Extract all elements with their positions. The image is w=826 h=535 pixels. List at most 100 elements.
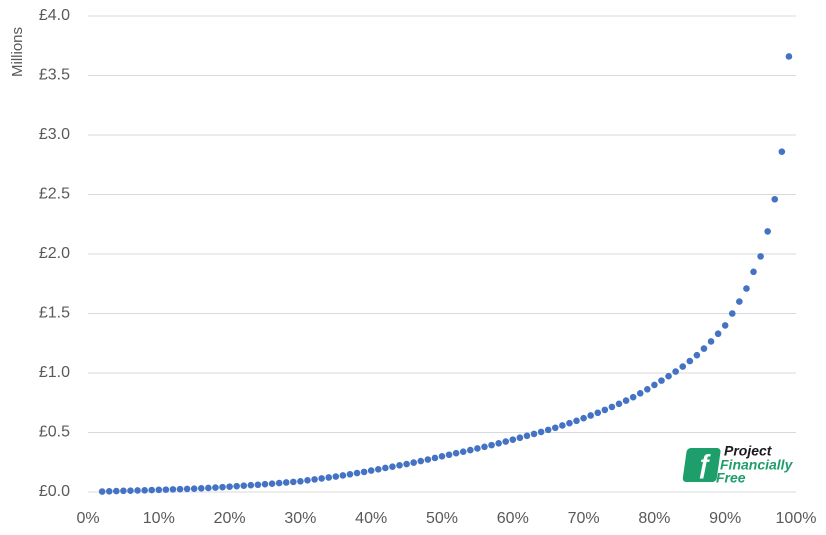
point: [608, 403, 616, 411]
point: [551, 424, 559, 432]
point: [566, 419, 573, 427]
point: [290, 478, 297, 486]
point: [615, 400, 623, 408]
point: [459, 448, 467, 455]
point: [127, 487, 134, 494]
y-tick-label: £4.0: [39, 7, 70, 24]
point: [523, 432, 531, 440]
point: [105, 487, 113, 495]
y-tick-label: £0.0: [39, 483, 70, 500]
logo-text: Project: [724, 443, 773, 459]
point: [594, 409, 602, 417]
point: [98, 488, 106, 495]
point: [509, 436, 517, 443]
point: [438, 453, 446, 460]
point: [488, 441, 495, 449]
point: [155, 486, 163, 494]
point: [686, 357, 694, 365]
x-tick-label: 60%: [497, 510, 529, 527]
point: [644, 386, 651, 393]
x-tick-label: 80%: [638, 510, 670, 527]
point: [629, 393, 637, 401]
point: [240, 482, 248, 489]
point: [665, 372, 672, 380]
x-tick-label: 50%: [426, 510, 458, 527]
point: [736, 298, 743, 305]
point: [374, 465, 382, 473]
point: [785, 53, 793, 60]
point: [714, 330, 722, 338]
point: [205, 484, 212, 492]
point: [212, 484, 219, 491]
point: [750, 268, 757, 276]
point: [268, 480, 276, 487]
point: [481, 443, 488, 451]
x-tick-label: 90%: [709, 510, 741, 527]
point: [169, 486, 177, 493]
point: [197, 485, 205, 492]
point: [693, 351, 701, 359]
point: [346, 470, 354, 478]
point: [672, 368, 679, 375]
point: [325, 474, 333, 481]
point: [403, 460, 410, 468]
point: [332, 473, 340, 480]
y-tick-label: £3.5: [39, 67, 70, 84]
y-tick-label: £2.0: [39, 245, 70, 262]
point: [424, 456, 432, 463]
point: [410, 459, 417, 466]
x-tick-label: 20%: [214, 510, 246, 527]
point: [176, 485, 184, 493]
x-tick-label: 40%: [355, 510, 387, 527]
point: [190, 485, 198, 492]
point: [389, 463, 396, 470]
point: [134, 487, 141, 494]
logo: ƒ Project Financially Free: [682, 443, 794, 486]
y-tick-label: £0.5: [39, 424, 70, 441]
point: [587, 412, 594, 419]
y-axis-label: Millions: [9, 27, 26, 77]
point: [537, 428, 545, 436]
logo-text: Financially: [720, 457, 794, 473]
point: [261, 480, 269, 488]
point: [396, 462, 403, 469]
point: [452, 449, 460, 457]
y-tick-label: £1.0: [39, 364, 70, 381]
point: [707, 338, 715, 345]
point: [495, 440, 502, 447]
y-tick-label: £1.5: [39, 305, 70, 322]
point: [183, 485, 191, 493]
point: [367, 467, 375, 474]
point: [120, 487, 127, 495]
point: [275, 479, 283, 487]
point: [651, 381, 658, 389]
point: [233, 482, 240, 490]
point: [113, 487, 120, 495]
point: [382, 464, 389, 472]
point: [162, 486, 170, 493]
y-tick-label: £3.0: [39, 126, 70, 143]
point: [601, 406, 609, 414]
logo-icon: [682, 448, 721, 482]
logo-mark: ƒ: [697, 449, 711, 479]
x-tick-label: 30%: [284, 510, 316, 527]
point: [304, 477, 311, 484]
point: [580, 414, 587, 422]
point: [219, 483, 226, 491]
point: [679, 363, 687, 370]
point: [247, 481, 255, 489]
point: [544, 426, 552, 434]
point: [254, 481, 262, 489]
point: [311, 476, 318, 483]
x-tick-label: 0%: [76, 510, 99, 527]
point: [417, 457, 425, 465]
point: [573, 417, 580, 425]
logo-text: Free: [716, 470, 746, 486]
point: [282, 479, 290, 486]
point: [559, 422, 566, 429]
point: [530, 430, 538, 438]
point: [148, 486, 156, 494]
x-tick-label: 70%: [568, 510, 600, 527]
point: [700, 345, 708, 352]
point: [431, 454, 439, 462]
